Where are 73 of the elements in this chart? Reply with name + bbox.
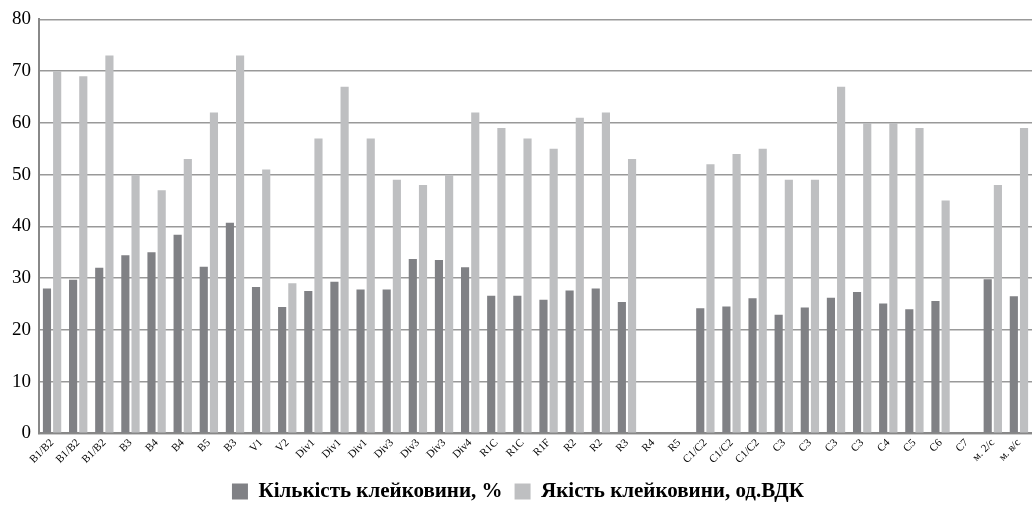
x-tick-label: C4 xyxy=(874,435,893,454)
x-tick-label: C3 xyxy=(795,435,814,454)
x-tick-label: R1F xyxy=(530,435,553,458)
bar xyxy=(418,184,428,433)
x-tick-label: B5 xyxy=(194,435,213,454)
y-tick-label: 40 xyxy=(12,214,31,236)
bar xyxy=(340,86,349,433)
x-tick-label: Div1 xyxy=(318,435,343,461)
bar xyxy=(993,184,1002,433)
bar xyxy=(53,71,62,433)
x-tick-label: R2 xyxy=(560,435,579,454)
y-tick-label: 10 xyxy=(12,369,31,391)
bar xyxy=(392,179,401,433)
x-tick-label: B4 xyxy=(168,435,187,454)
bar xyxy=(837,86,846,433)
x-tick-label: V1 xyxy=(246,435,265,454)
bar xyxy=(314,138,323,433)
bar xyxy=(157,190,166,433)
bar xyxy=(209,112,219,433)
bar xyxy=(758,148,767,433)
bar xyxy=(732,153,741,433)
bar xyxy=(810,179,820,433)
y-tick-label: 80 xyxy=(12,7,31,29)
bar xyxy=(183,159,192,433)
bar xyxy=(79,76,88,433)
x-tick-label: C3 xyxy=(821,435,840,454)
bar xyxy=(288,283,297,433)
bar xyxy=(262,169,271,433)
y-tick-label: 30 xyxy=(12,266,31,288)
x-tick-label: R3 xyxy=(612,435,631,454)
bar xyxy=(497,128,506,433)
x-tick-label: R1C xyxy=(503,435,526,459)
y-tick-label: 20 xyxy=(12,317,31,339)
bar xyxy=(366,138,375,433)
bar xyxy=(889,122,898,433)
bar xyxy=(131,174,140,433)
bar xyxy=(863,122,872,433)
bar xyxy=(941,200,950,433)
bar xyxy=(471,112,480,433)
x-tick-label: B3 xyxy=(116,435,135,454)
x-tick-label: R1C xyxy=(477,435,500,459)
x-tick-label: R4 xyxy=(638,435,657,454)
legend-label: Якість клейковини, од.ВДК xyxy=(541,477,805,502)
x-tick-label: C3 xyxy=(848,435,866,454)
x-tick-label: B4 xyxy=(142,435,161,454)
bar xyxy=(1019,128,1029,433)
legend-label: Кількість клейковини, % xyxy=(258,477,503,502)
x-tick-label: C3 xyxy=(769,435,788,454)
x-tick-label: м. в/с xyxy=(995,435,1023,463)
x-tick-label: C6 xyxy=(926,435,945,454)
bar xyxy=(601,112,610,433)
y-tick-label: 70 xyxy=(12,59,31,81)
x-tick-label: Div1 xyxy=(345,435,370,461)
x-tick-label: R5 xyxy=(665,435,684,454)
x-tick-label: V2 xyxy=(272,435,291,454)
bar xyxy=(236,55,245,433)
bar xyxy=(105,55,114,433)
y-tick-label: 0 xyxy=(21,421,31,443)
x-tick-label: C7 xyxy=(952,435,971,454)
y-tick-label: 60 xyxy=(12,110,31,132)
x-tick-label: R2 xyxy=(586,435,605,454)
bar xyxy=(706,164,715,433)
x-tick-label: м. 2/с xyxy=(969,435,997,463)
y-tick-label: 50 xyxy=(12,162,31,184)
bar xyxy=(784,179,793,433)
bar xyxy=(915,128,924,433)
x-tick-label: B3 xyxy=(220,435,239,454)
bar xyxy=(575,117,584,433)
bar xyxy=(523,138,532,433)
x-tick-label: C5 xyxy=(900,435,919,454)
bar xyxy=(445,174,454,433)
bar xyxy=(549,148,558,433)
bar xyxy=(627,159,637,433)
